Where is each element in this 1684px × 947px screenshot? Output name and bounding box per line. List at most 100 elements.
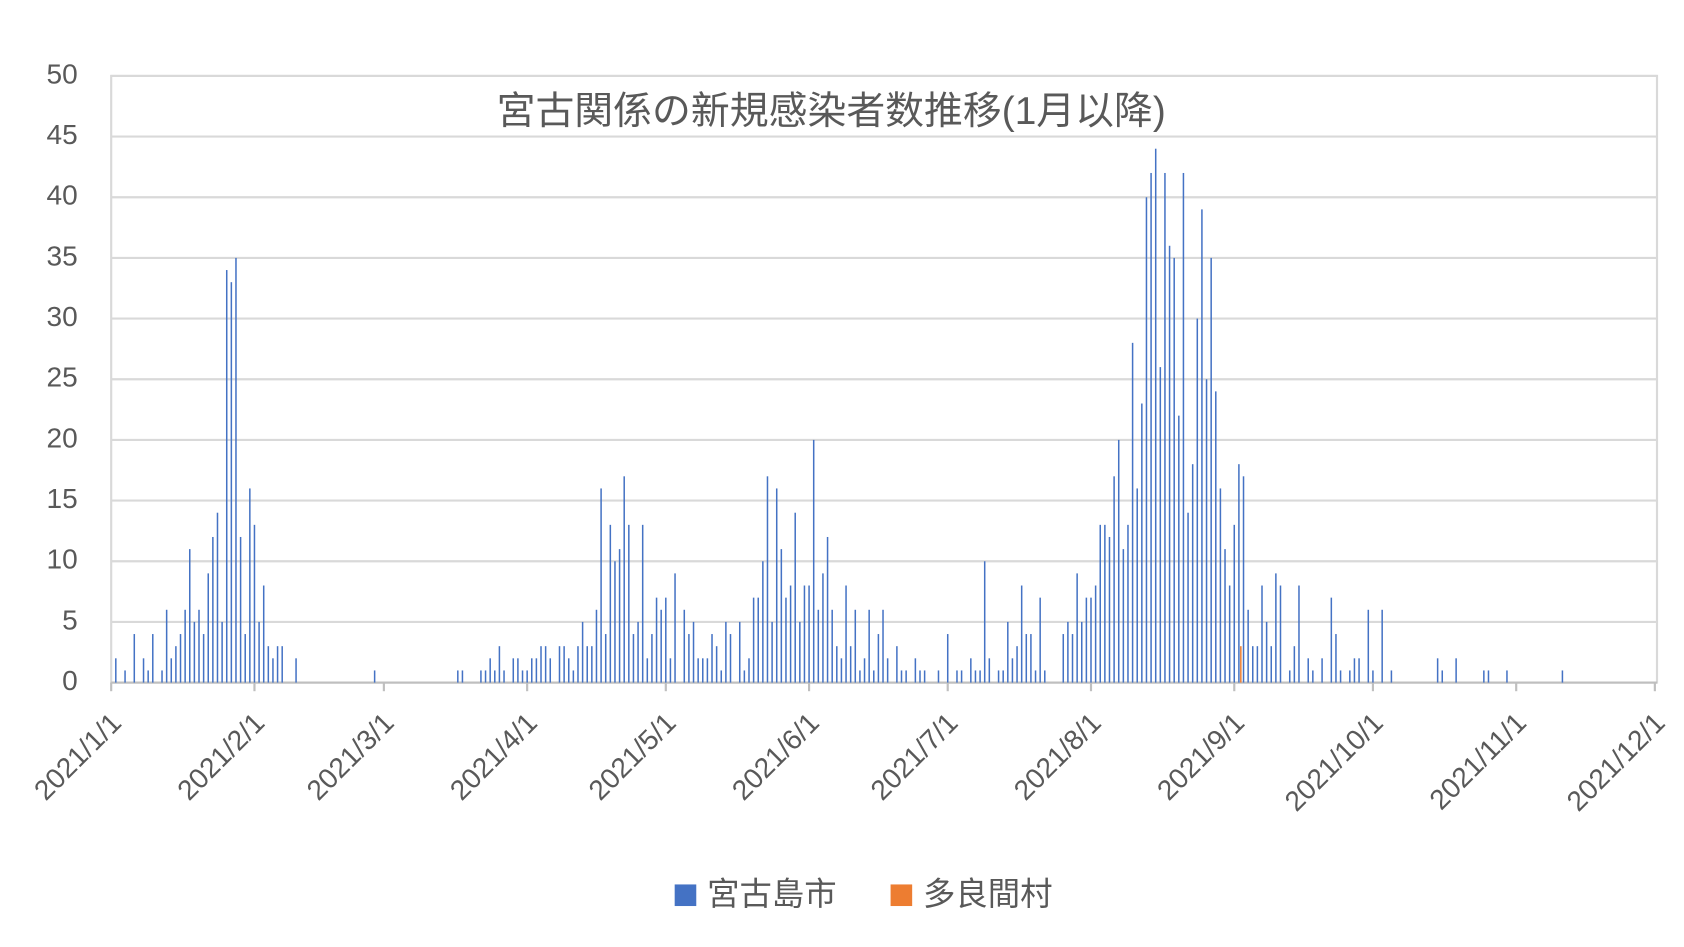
- bar: [1339, 670, 1342, 683]
- bar: [771, 621, 773, 683]
- bar: [1358, 658, 1360, 683]
- bar: [789, 585, 792, 683]
- bar: [591, 646, 593, 683]
- bar: [207, 573, 209, 683]
- bar: [521, 670, 524, 683]
- bar: [697, 658, 699, 683]
- bar: [572, 670, 575, 683]
- bar: [840, 658, 843, 683]
- bar: [688, 634, 690, 683]
- bar: [249, 488, 251, 683]
- bar: [1390, 670, 1393, 683]
- bar: [1275, 573, 1277, 683]
- bar: [618, 549, 621, 683]
- bar: [1312, 670, 1314, 683]
- bar: [147, 670, 149, 683]
- bar: [1561, 670, 1564, 683]
- bar: [919, 670, 921, 683]
- bar: [179, 634, 182, 683]
- bar: [1247, 609, 1249, 683]
- bar: [956, 670, 958, 683]
- bar: [1131, 342, 1134, 683]
- bar: [660, 609, 662, 683]
- bar: [1330, 597, 1333, 683]
- x-tick-label: 2021/7/1: [865, 707, 964, 806]
- bar: [1441, 670, 1444, 683]
- bar: [1242, 476, 1245, 683]
- bar: [1233, 524, 1236, 683]
- bar: [175, 646, 177, 683]
- bar: [267, 646, 270, 683]
- x-tick-label: 2021/12/1: [1561, 707, 1671, 817]
- bar: [198, 609, 200, 683]
- bar: [923, 670, 926, 683]
- bar: [817, 609, 820, 683]
- y-tick-label: 50: [47, 58, 78, 89]
- bar: [1215, 391, 1217, 683]
- bar: [161, 670, 163, 683]
- bar: [683, 609, 686, 683]
- bar: [1067, 621, 1069, 683]
- bar: [1099, 524, 1101, 683]
- bar: [142, 658, 145, 683]
- bar: [526, 670, 528, 683]
- bar: [1240, 646, 1242, 683]
- bar: [1122, 549, 1125, 683]
- bar: [812, 439, 815, 683]
- bar: [946, 634, 949, 683]
- bar: [628, 524, 630, 683]
- bar: [692, 621, 695, 683]
- bar: [702, 658, 704, 683]
- bar: [544, 646, 547, 683]
- bar: [609, 524, 612, 683]
- bar: [1127, 524, 1129, 683]
- x-tick-label: 2021/3/1: [301, 707, 400, 806]
- bar: [1154, 148, 1157, 683]
- bar: [665, 597, 667, 683]
- bar: [1173, 257, 1175, 683]
- bar: [600, 488, 602, 683]
- bar: [669, 658, 672, 683]
- bar: [549, 658, 552, 683]
- bar: [563, 646, 565, 683]
- bar: [752, 597, 755, 683]
- bar: [743, 670, 746, 683]
- bar: [1076, 573, 1078, 683]
- bar: [1113, 476, 1115, 683]
- y-tick-label: 0: [62, 665, 78, 696]
- bar: [868, 609, 870, 683]
- bar: [461, 670, 464, 683]
- bar: [558, 646, 561, 683]
- bar: [711, 634, 713, 683]
- bar: [1483, 670, 1485, 683]
- y-tick-label: 40: [47, 180, 78, 211]
- bar: [974, 670, 977, 683]
- chart-title: 宮古関係の新規感染者数推移(1月以降): [497, 90, 1166, 133]
- bar: [1381, 609, 1383, 683]
- bar: [1136, 488, 1138, 683]
- bar: [512, 658, 515, 683]
- bar: [655, 597, 658, 683]
- bar: [1108, 536, 1111, 683]
- bar: [531, 658, 533, 683]
- bar: [937, 670, 940, 683]
- bar: [979, 670, 981, 683]
- bar: [152, 634, 154, 683]
- legend-swatch: [890, 884, 913, 907]
- bar: [1085, 597, 1088, 683]
- bar: [1164, 172, 1166, 683]
- x-tick-label: 2021/2/1: [171, 707, 270, 806]
- bar: [1256, 646, 1259, 683]
- bar: [170, 658, 173, 683]
- y-tick-label: 45: [47, 119, 78, 150]
- bar: [826, 536, 829, 683]
- y-tick-label: 20: [47, 422, 78, 453]
- bar: [1293, 646, 1296, 683]
- bar: [484, 670, 487, 683]
- bar: [457, 670, 459, 683]
- bar: [836, 646, 838, 683]
- bar: [494, 670, 496, 683]
- bar: [124, 670, 126, 683]
- bar: [623, 476, 625, 683]
- bar: [988, 658, 991, 683]
